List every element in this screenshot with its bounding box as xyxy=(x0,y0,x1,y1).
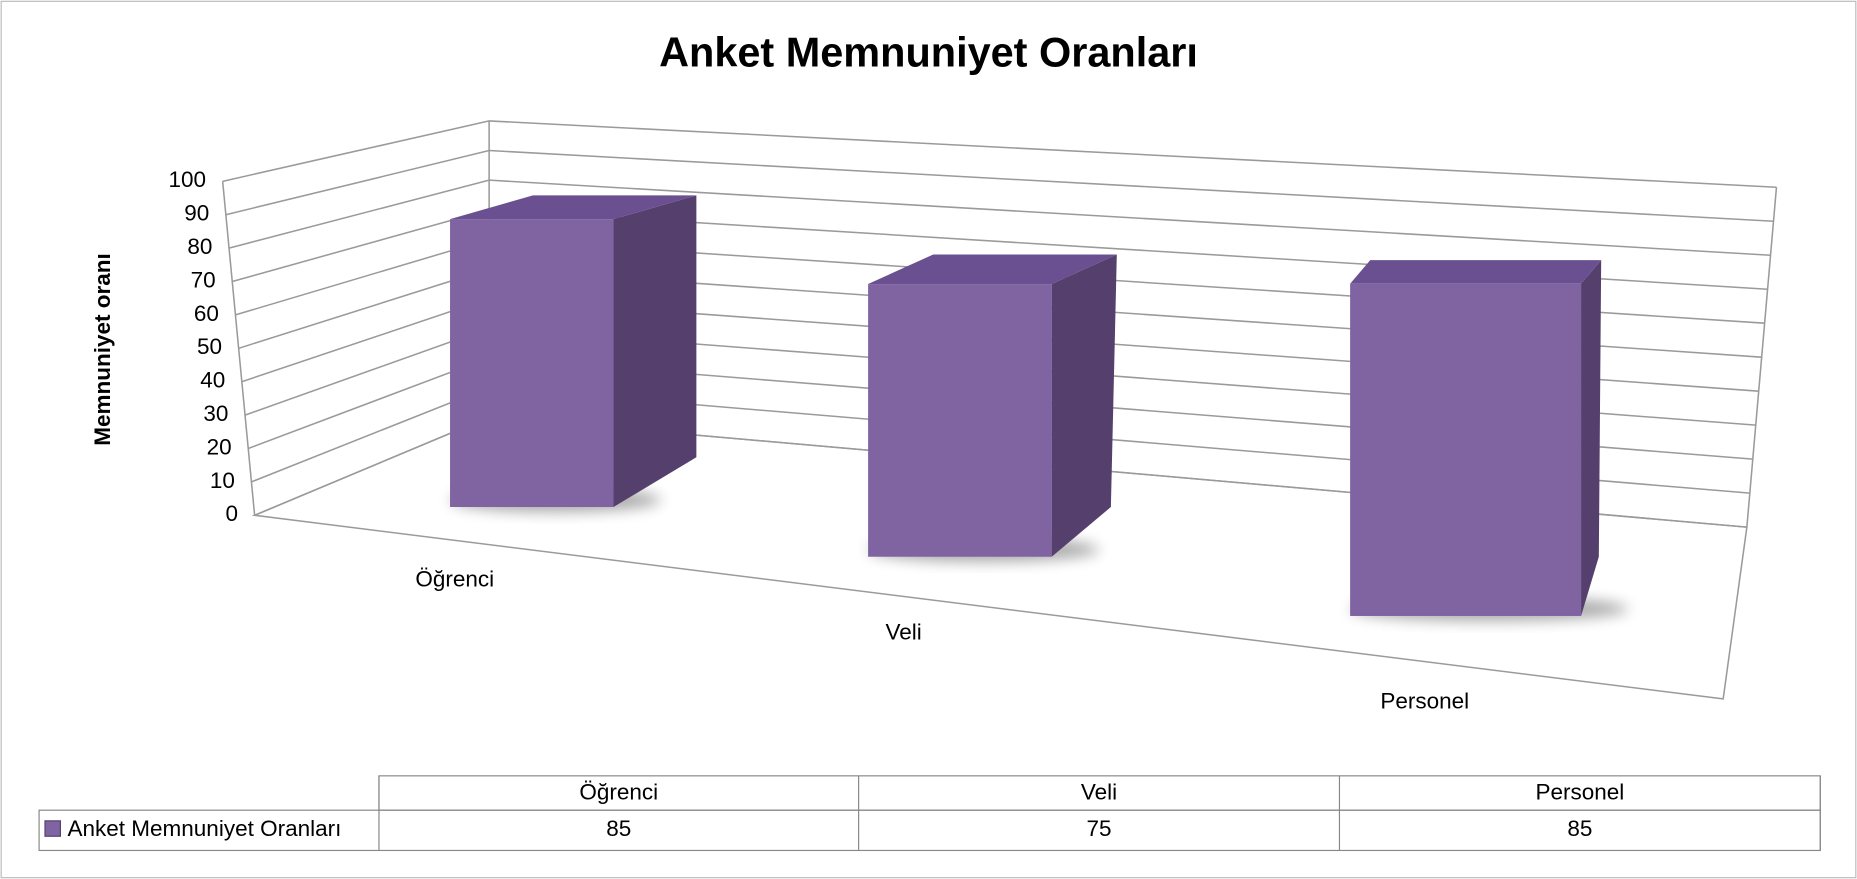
y-tick-label: 100 xyxy=(169,167,207,192)
table-header: Personel xyxy=(1535,780,1624,805)
grid-line xyxy=(225,149,1774,223)
table-header: Öğrenci xyxy=(579,780,658,805)
bar xyxy=(1350,283,1582,616)
table-value: 85 xyxy=(606,816,631,841)
data-table: Anket Memnuniyet Oranları Öğrenci 85 Veli 75… xyxy=(38,775,1821,852)
table-header: Veli xyxy=(1081,780,1117,805)
legend-key xyxy=(44,820,61,837)
grid-line xyxy=(222,120,1777,189)
x-tick-label: Personel xyxy=(1380,688,1469,713)
y-axis-label: Memnuniyet oranı xyxy=(90,253,115,446)
y-tick-label: 80 xyxy=(187,234,212,259)
bars xyxy=(450,195,1629,621)
bar-side xyxy=(1051,254,1117,557)
chart-title: Anket Memnuniyet Oranları xyxy=(659,29,1198,76)
bar xyxy=(868,284,1052,557)
bar-top xyxy=(1350,260,1602,284)
y-tick-label: 20 xyxy=(207,434,232,459)
x-tick-label: Öğrenci xyxy=(415,566,494,591)
x-tick-label: Veli xyxy=(885,620,921,645)
y-tick-label: 10 xyxy=(210,468,235,493)
y-tick-label: 40 xyxy=(200,368,225,393)
legend-label: Anket Memnuniyet Oranları xyxy=(68,816,342,841)
bar-top xyxy=(450,195,697,220)
y-tick-label: 30 xyxy=(203,401,228,426)
y-tick-label: 0 xyxy=(226,501,239,526)
grid-line xyxy=(228,179,1771,256)
y-tick-label: 50 xyxy=(197,334,222,359)
y-tick-label: 90 xyxy=(184,201,209,226)
bar-side xyxy=(613,195,697,508)
bar-side xyxy=(1581,260,1602,616)
y-tick-label: 60 xyxy=(194,301,219,326)
bar-top xyxy=(868,254,1117,285)
y-tick-label: 70 xyxy=(191,267,216,292)
table-value: 75 xyxy=(1087,816,1112,841)
table-value: 85 xyxy=(1567,816,1592,841)
bar xyxy=(450,219,614,508)
